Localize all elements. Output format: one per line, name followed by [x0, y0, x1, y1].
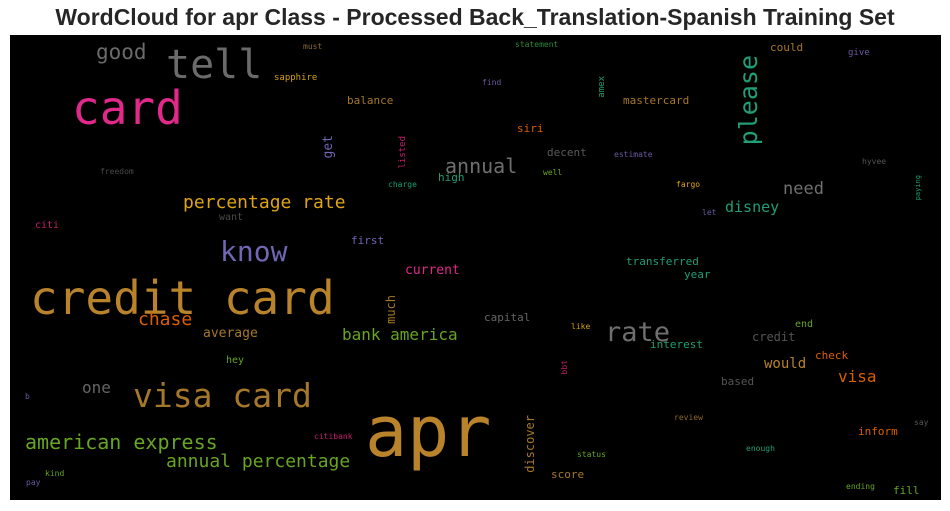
cloud-word: discover	[523, 415, 537, 473]
cloud-word: credit card	[30, 271, 335, 325]
cloud-word: fill	[893, 484, 920, 497]
cloud-word: listed	[398, 136, 408, 169]
cloud-word: bbt	[560, 360, 569, 375]
cloud-word: get	[321, 135, 336, 159]
cloud-word: annual	[445, 154, 518, 178]
cloud-word: card	[72, 81, 183, 135]
cloud-word: enough	[746, 444, 775, 453]
cloud-word: end	[795, 319, 814, 330]
cloud-word: pay	[26, 478, 41, 487]
cloud-word: fargo	[676, 180, 701, 189]
cloud-word: year	[684, 268, 711, 281]
cloud-word: well	[543, 168, 563, 177]
cloud-word: annual percentage	[166, 451, 351, 472]
cloud-word: estimate	[614, 150, 653, 159]
cloud-word: give	[848, 48, 870, 58]
cloud-word: sapphire	[274, 73, 318, 83]
cloud-word: say	[914, 418, 929, 427]
cloud-word: would	[764, 356, 807, 372]
cloud-word: much	[384, 295, 398, 324]
cloud-word: percentage rate	[183, 192, 346, 213]
cloud-word: kind	[45, 469, 65, 478]
cloud-word: amex	[597, 76, 607, 98]
cloud-word: review	[674, 413, 703, 422]
cloud-word: current	[405, 263, 460, 278]
cloud-word: citibank	[314, 432, 353, 441]
cloud-word: balance	[347, 94, 394, 107]
cloud-word: must	[303, 42, 323, 51]
cloud-word: inform	[858, 425, 898, 438]
cloud-word: tell	[166, 42, 263, 88]
cloud-word: need	[783, 179, 824, 199]
word-cloud: apr credit card card visa card tell rate know p…	[10, 35, 941, 500]
cloud-word: american express	[25, 430, 218, 454]
cloud-word: interest	[650, 338, 703, 351]
cloud-word: please	[734, 55, 763, 146]
cloud-word: status	[577, 450, 606, 459]
cloud-word: credit	[752, 330, 796, 344]
cloud-word: check	[815, 349, 849, 362]
cloud-word: b	[25, 392, 30, 401]
cloud-word: know	[220, 235, 288, 268]
cloud-word: hey	[226, 355, 245, 366]
cloud-word: like	[571, 322, 591, 331]
cloud-word: statement	[515, 40, 559, 49]
cloud-word: charge	[388, 180, 417, 189]
cloud-word: decent	[547, 146, 587, 159]
cloud-word: high	[438, 171, 465, 184]
cloud-word: based	[721, 375, 755, 388]
cloud-word: siri	[517, 122, 544, 135]
cloud-word: want	[219, 212, 244, 223]
cloud-word: one	[82, 378, 111, 397]
cloud-word: hyvee	[862, 157, 887, 166]
cloud-word: visa card	[133, 376, 312, 415]
cloud-word: chase	[138, 309, 193, 330]
cloud-word: good	[96, 40, 147, 64]
cloud-word: find	[482, 78, 502, 87]
cloud-word: bank america	[342, 325, 458, 344]
cloud-word: first	[351, 234, 385, 247]
cloud-word: freedom	[100, 167, 134, 176]
cloud-word: could	[770, 41, 804, 54]
chart-title: WordCloud for apr Class - Processed Back…	[55, 4, 895, 30]
cloud-word: average	[203, 326, 258, 341]
cloud-word: visa	[838, 367, 877, 386]
cloud-word: rate	[605, 317, 671, 348]
cloud-word: ending	[846, 482, 875, 491]
cloud-word: paying	[914, 175, 922, 201]
cloud-word: citi	[35, 220, 60, 231]
cloud-word: transferred	[626, 255, 699, 268]
cloud-word: score	[551, 468, 585, 481]
cloud-word: let	[702, 208, 717, 217]
cloud-word: apr	[365, 391, 492, 473]
cloud-word: capital	[484, 311, 531, 324]
cloud-word: mastercard	[623, 94, 690, 107]
cloud-word: disney	[725, 198, 780, 216]
